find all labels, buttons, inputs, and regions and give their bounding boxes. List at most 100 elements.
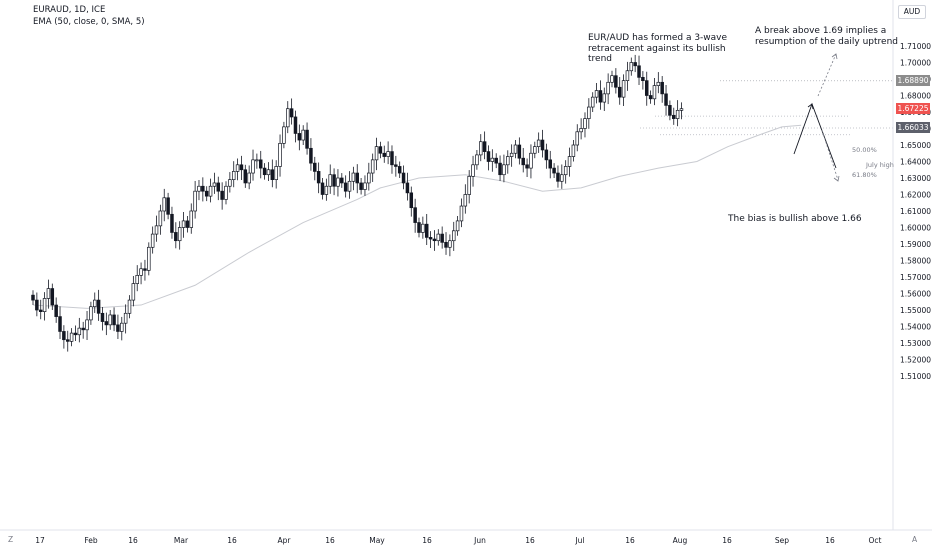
candle-down bbox=[614, 75, 618, 88]
candle-down bbox=[174, 232, 178, 242]
currency-unit-button[interactable]: AUD bbox=[898, 5, 926, 19]
price-tag-last: 1.67225 bbox=[896, 102, 930, 114]
price-tick-label: 1.56000 bbox=[900, 290, 931, 299]
candle-down bbox=[405, 182, 410, 194]
candle-down bbox=[424, 223, 429, 238]
price-tick-label: 1.71000 bbox=[900, 42, 931, 51]
candle-up bbox=[529, 152, 533, 169]
candle-up bbox=[625, 70, 630, 81]
price-tick-label: 1.62000 bbox=[900, 191, 931, 200]
candle-up bbox=[139, 268, 143, 276]
time-tick-label: 16 bbox=[722, 536, 732, 545]
candle-down bbox=[239, 164, 244, 171]
candle-up bbox=[587, 106, 591, 119]
candle-up bbox=[77, 327, 82, 336]
candle-up bbox=[247, 172, 251, 184]
candle-down bbox=[521, 157, 525, 166]
candle-down bbox=[216, 182, 221, 192]
candle-down bbox=[644, 80, 649, 96]
candle-down bbox=[672, 114, 676, 119]
candle-up bbox=[629, 62, 634, 72]
candle-up bbox=[367, 172, 371, 184]
candle-down bbox=[258, 159, 263, 169]
auto-scale-button[interactable]: A bbox=[912, 535, 918, 544]
price-tick-label: 1.63000 bbox=[900, 174, 931, 183]
price-tick-label: 1.55000 bbox=[900, 306, 931, 315]
candle-up bbox=[193, 190, 197, 212]
candle-up bbox=[471, 164, 475, 177]
candle-up bbox=[93, 299, 97, 308]
candle-down bbox=[394, 164, 398, 167]
candle-down bbox=[355, 172, 359, 184]
candle-down bbox=[293, 116, 298, 134]
price-tick-label: 1.57000 bbox=[900, 273, 931, 282]
candle-down bbox=[262, 167, 267, 176]
candle-down bbox=[58, 316, 62, 332]
candle-up bbox=[89, 306, 93, 321]
candle-up bbox=[266, 169, 271, 176]
candle-up bbox=[656, 81, 661, 86]
candle-down bbox=[668, 105, 672, 116]
candle-up bbox=[502, 164, 506, 176]
candlestick-series bbox=[31, 54, 684, 352]
time-tick-label: 16 bbox=[128, 536, 138, 545]
candle-down bbox=[65, 339, 70, 342]
price-tick-label: 1.51000 bbox=[900, 372, 931, 381]
time-tick-label: 16 bbox=[825, 536, 835, 545]
candle-up bbox=[459, 205, 464, 222]
price-tick-label: 1.70000 bbox=[900, 59, 931, 68]
indicator-legend[interactable]: EMA (50, close, 0, SMA, 5) bbox=[33, 17, 145, 27]
time-tick-label: 16 bbox=[625, 536, 635, 545]
candle-down bbox=[220, 190, 224, 200]
candle-down bbox=[413, 207, 417, 223]
candle-up bbox=[282, 126, 286, 144]
candle-down bbox=[444, 242, 448, 248]
candle-up bbox=[594, 90, 599, 98]
candle-down bbox=[35, 299, 39, 311]
candle-down bbox=[100, 312, 105, 322]
symbol-title: EURAUD, 1D, ICE bbox=[33, 5, 106, 15]
time-tick-label: 16 bbox=[325, 536, 335, 545]
candle-up bbox=[347, 180, 352, 192]
candle-up bbox=[278, 143, 282, 167]
candle-up bbox=[197, 185, 201, 192]
arrow-head-up bbox=[807, 103, 814, 110]
time-tick-label: Feb bbox=[84, 536, 98, 545]
time-axis-labels[interactable]: 17 Feb 16 Mar 16 Apr 16 May 16 Jun 16 Jul 16 Aug 16 Sep… bbox=[35, 536, 881, 545]
candle-up bbox=[621, 80, 626, 98]
pullback-arrow bbox=[821, 129, 839, 181]
candle-up bbox=[123, 312, 128, 324]
candle-down bbox=[617, 86, 622, 98]
time-tick-label: Sep bbox=[775, 536, 789, 545]
candle-down bbox=[440, 233, 444, 243]
candle-down bbox=[540, 139, 545, 151]
candle-up bbox=[479, 141, 483, 156]
time-tick-label: Mar bbox=[174, 536, 189, 545]
candle-up bbox=[560, 174, 564, 182]
candle-down bbox=[309, 147, 313, 164]
candle-up bbox=[131, 283, 136, 301]
candle-down bbox=[417, 222, 421, 233]
candle-down bbox=[62, 331, 66, 341]
candle-down bbox=[409, 192, 414, 209]
candle-up bbox=[475, 154, 479, 166]
candle-down bbox=[185, 220, 190, 228]
candle-down bbox=[340, 177, 344, 184]
candle-up bbox=[328, 174, 332, 187]
candle-up bbox=[324, 185, 329, 195]
candle-up bbox=[506, 156, 510, 166]
candle-down bbox=[297, 133, 302, 141]
wave-annotation: EUR/AUD has formed a 3-wave retracement … bbox=[588, 33, 728, 64]
candle-down bbox=[73, 332, 78, 336]
candle-up bbox=[228, 179, 232, 187]
candle-down bbox=[313, 162, 317, 172]
price-axis-ticks[interactable]: 1.710001.700001.690001.680001.670001.660… bbox=[900, 42, 931, 381]
candle-up bbox=[606, 81, 610, 95]
candle-down bbox=[54, 304, 58, 317]
candle-down bbox=[316, 171, 321, 184]
candle-down bbox=[96, 299, 101, 314]
timezone-icon[interactable]: Z bbox=[8, 535, 14, 544]
candle-up bbox=[455, 220, 460, 232]
time-tick-label: Jun bbox=[473, 536, 486, 545]
price-tick-label: 1.61000 bbox=[900, 207, 931, 216]
